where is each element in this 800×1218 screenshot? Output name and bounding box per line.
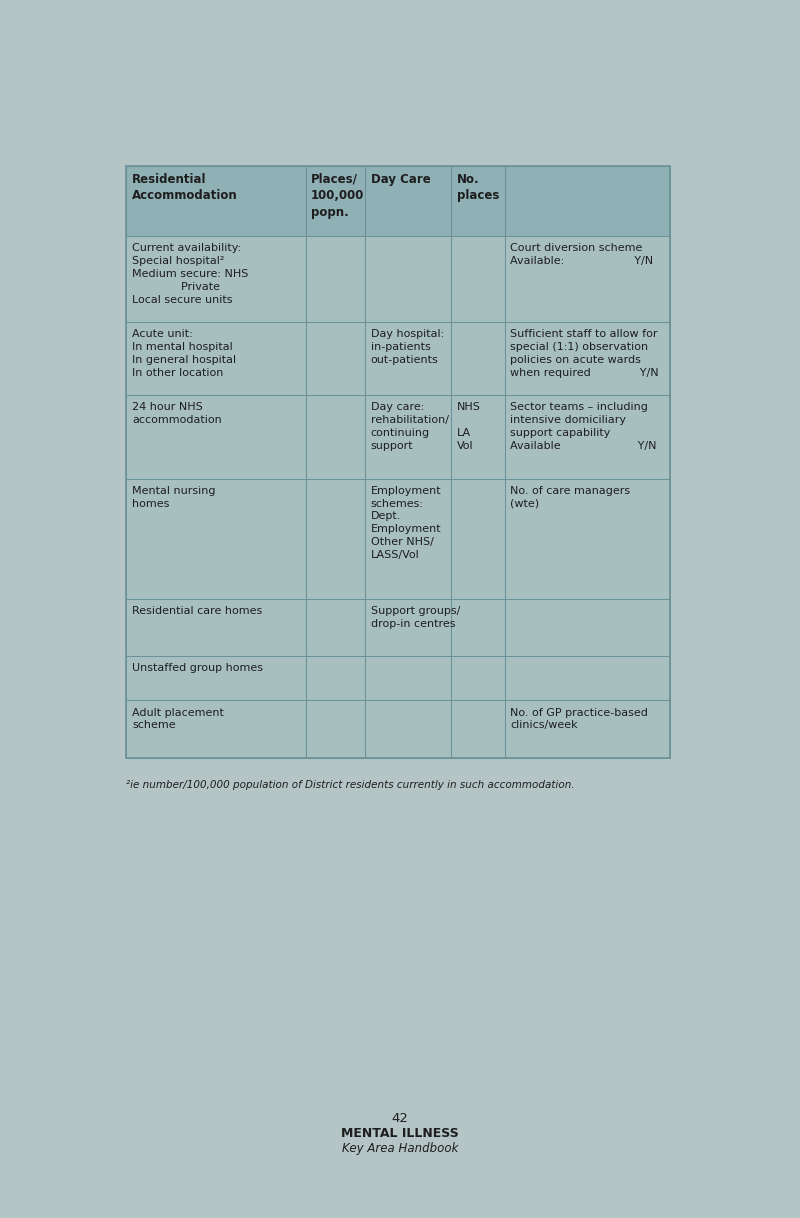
Bar [126,395,306,479]
Bar [366,166,451,236]
Bar [505,166,670,236]
Text: 24 hour NHS
accommodation: 24 hour NHS accommodation [132,402,222,425]
Bar [366,700,451,758]
Text: ²ie number/100,000 population of District residents currently in such accommodat: ²ie number/100,000 population of Distric… [126,780,575,789]
Bar [306,395,366,479]
Bar [505,479,670,598]
Bar [505,322,670,395]
Text: Key Area Handbook: Key Area Handbook [342,1142,458,1155]
Text: Places/
100,000
popn.: Places/ 100,000 popn. [311,173,365,219]
Bar [451,236,505,322]
Text: No. of care managers
(wte): No. of care managers (wte) [510,486,630,509]
Text: Day hospital:
in-patients
out-patients: Day hospital: in-patients out-patients [371,329,444,365]
Bar [126,479,306,598]
Bar [126,657,306,700]
Text: Unstaffed group homes: Unstaffed group homes [132,664,263,674]
Bar [366,236,451,322]
Text: Acute unit:
In mental hospital
In general hospital
In other location: Acute unit: In mental hospital In genera… [132,329,236,378]
Text: MENTAL ILLNESS: MENTAL ILLNESS [341,1128,459,1140]
Text: 42: 42 [391,1112,409,1124]
Text: Current availability:
Special hospital²
Medium secure: NHS
              Private: Current availability: Special hospital² … [132,244,248,304]
Bar [306,236,366,322]
Bar [306,166,366,236]
Bar [126,598,306,657]
Bar [126,166,306,236]
Bar [505,395,670,479]
Bar [366,479,451,598]
Bar [505,700,670,758]
Bar [366,322,451,395]
Bar [306,598,366,657]
Text: No.
places: No. places [457,173,499,202]
Bar [451,700,505,758]
Bar [126,166,670,758]
Text: Support groups/
drop-in centres: Support groups/ drop-in centres [371,605,460,628]
Bar [451,322,505,395]
Bar [306,479,366,598]
Bar [126,322,306,395]
Text: Mental nursing
homes: Mental nursing homes [132,486,215,509]
Text: Employment
schemes:
Dept.
Employment
Other NHS/
LASS/Vol: Employment schemes: Dept. Employment Oth… [371,486,442,560]
Bar [126,700,306,758]
Text: Residential care homes: Residential care homes [132,605,262,616]
Bar [451,479,505,598]
Bar [366,657,451,700]
Text: Residential
Accommodation: Residential Accommodation [132,173,238,202]
Text: Day care:
rehabilitation/
continuing
support: Day care: rehabilitation/ continuing sup… [371,402,449,451]
Bar [505,598,670,657]
Bar [306,657,366,700]
Text: Court diversion scheme
Available:                    Y/N: Court diversion scheme Available: Y/N [510,244,654,267]
Text: Sufficient staff to allow for
special (1:1) observation
policies on acute wards
: Sufficient staff to allow for special (1… [510,329,658,378]
Bar [505,657,670,700]
Bar [126,236,306,322]
Text: NHS

LA
Vol: NHS LA Vol [457,402,481,451]
Bar [451,657,505,700]
Bar [366,598,451,657]
Bar [451,395,505,479]
Bar [306,322,366,395]
Text: No. of GP practice-based
clinics/week: No. of GP practice-based clinics/week [510,708,648,731]
Bar [366,395,451,479]
Text: Day Care: Day Care [371,173,430,186]
Bar [306,700,366,758]
Text: Sector teams – including
intensive domiciliary
support capability
Available     : Sector teams – including intensive domic… [510,402,657,451]
Bar [451,598,505,657]
Bar [505,236,670,322]
Bar [451,166,505,236]
Text: Adult placement
scheme: Adult placement scheme [132,708,224,731]
